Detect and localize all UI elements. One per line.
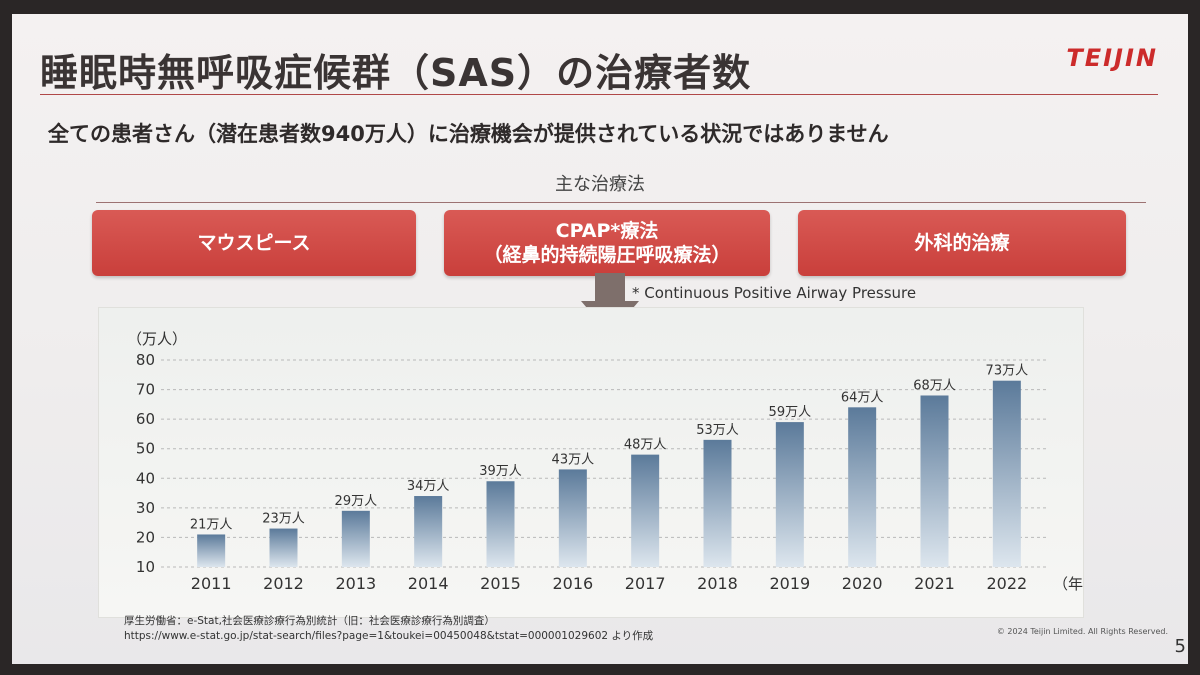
- method-label: マウスピース: [197, 232, 311, 254]
- y-tick-label: 20: [136, 528, 155, 546]
- bar: [486, 481, 515, 567]
- bar: [197, 534, 226, 567]
- bar: [269, 528, 298, 567]
- y-tick-label: 80: [136, 351, 155, 369]
- page-number: 5: [1174, 636, 1186, 657]
- x-tick-label: 2018: [697, 574, 738, 593]
- y-axis-unit-label: （万人）: [127, 330, 187, 348]
- y-tick-label: 30: [136, 499, 155, 517]
- slide: 睡眠時無呼吸症候群（SAS）の治療者数 TEIJIN 全ての患者さん（潜在患者数…: [12, 14, 1188, 664]
- bar-data-label: 53万人: [696, 423, 739, 438]
- bar: [703, 439, 732, 567]
- method-cpap-box: CPAP*療法 （経鼻的持続陽圧呼吸療法）: [444, 210, 770, 276]
- bar-data-label: 73万人: [986, 364, 1029, 379]
- bar-data-label: 43万人: [552, 452, 595, 467]
- bar: [775, 422, 804, 567]
- y-tick-label: 10: [136, 558, 155, 576]
- bar-data-label: 64万人: [841, 390, 884, 405]
- copyright-notice: © 2024 Teijin Limited. All Rights Reserv…: [996, 627, 1168, 636]
- teijin-logo: TEIJIN: [1066, 44, 1158, 72]
- bar-data-label: 68万人: [913, 378, 956, 393]
- method-sublabel: （経鼻的持続陽圧呼吸療法）: [483, 244, 731, 266]
- bar: [920, 395, 949, 567]
- x-tick-label: 2017: [625, 574, 666, 593]
- source-line: 厚生労働省：e-Stat,社会医療診療行為別統計（旧：社会医療診療行為別調査）: [124, 615, 495, 627]
- bar-data-label: 29万人: [335, 494, 378, 509]
- slide-title: 睡眠時無呼吸症候群（SAS）の治療者数: [40, 51, 752, 95]
- slide-subtitle: 全ての患者さん（潜在患者数940万人）に治療機会が提供されている状況ではありませ…: [48, 122, 889, 146]
- y-tick-label: 70: [136, 381, 155, 399]
- treatment-methods-heading: 主な治療法: [555, 174, 645, 195]
- down-arrow-icon: [581, 273, 639, 335]
- source-url: https://www.e-stat.go.jp/stat-search/fil…: [124, 630, 654, 642]
- method-label: CPAP*療法: [555, 220, 659, 242]
- method-mouthpiece-box: マウスピース: [92, 210, 416, 276]
- bar-data-label: 39万人: [479, 464, 522, 479]
- x-axis-unit-label: （年）: [1053, 575, 1083, 593]
- bar: [558, 469, 587, 567]
- y-tick-label: 40: [136, 469, 155, 487]
- bar-data-label: 48万人: [624, 438, 667, 453]
- title-divider: [40, 94, 1158, 95]
- data-source: 厚生労働省：e-Stat,社会医療診療行為別統計（旧：社会医療診療行為別調査） …: [124, 614, 653, 644]
- x-tick-label: 2021: [914, 574, 955, 593]
- bar-data-label: 59万人: [769, 405, 812, 420]
- x-tick-label: 2015: [480, 574, 521, 593]
- methods-divider: [96, 202, 1146, 203]
- bar: [848, 407, 877, 567]
- method-label: 外科的治療: [914, 232, 1010, 254]
- x-tick-label: 2014: [408, 574, 449, 593]
- x-tick-label: 2012: [263, 574, 304, 593]
- x-tick-label: 2019: [769, 574, 810, 593]
- bar-chart: （万人） 10 20 30 40 50 60 70 80 21万人 2011 23万人 2012 29万人…: [127, 330, 1083, 593]
- y-tick-label: 50: [136, 440, 155, 458]
- bar-data-label: 23万人: [262, 512, 305, 527]
- x-tick-label: 2020: [842, 574, 883, 593]
- chart-panel: （万人） 10 20 30 40 50 60 70 80 21万人 2011 23万人 2012 29万人…: [98, 307, 1084, 618]
- x-tick-label: 2013: [335, 574, 376, 593]
- bar-data-label: 21万人: [190, 517, 233, 532]
- bar: [414, 496, 443, 567]
- x-tick-label: 2016: [552, 574, 593, 593]
- bar: [341, 510, 370, 567]
- bar: [631, 454, 660, 567]
- cpap-footnote: * Continuous Positive Airway Pressure: [632, 284, 917, 302]
- y-tick-label: 60: [136, 410, 155, 428]
- method-surgery-box: 外科的治療: [798, 210, 1126, 276]
- bar-data-label: 34万人: [407, 479, 450, 494]
- bar: [992, 380, 1021, 567]
- x-tick-label: 2022: [986, 574, 1027, 593]
- x-tick-label: 2011: [191, 574, 232, 593]
